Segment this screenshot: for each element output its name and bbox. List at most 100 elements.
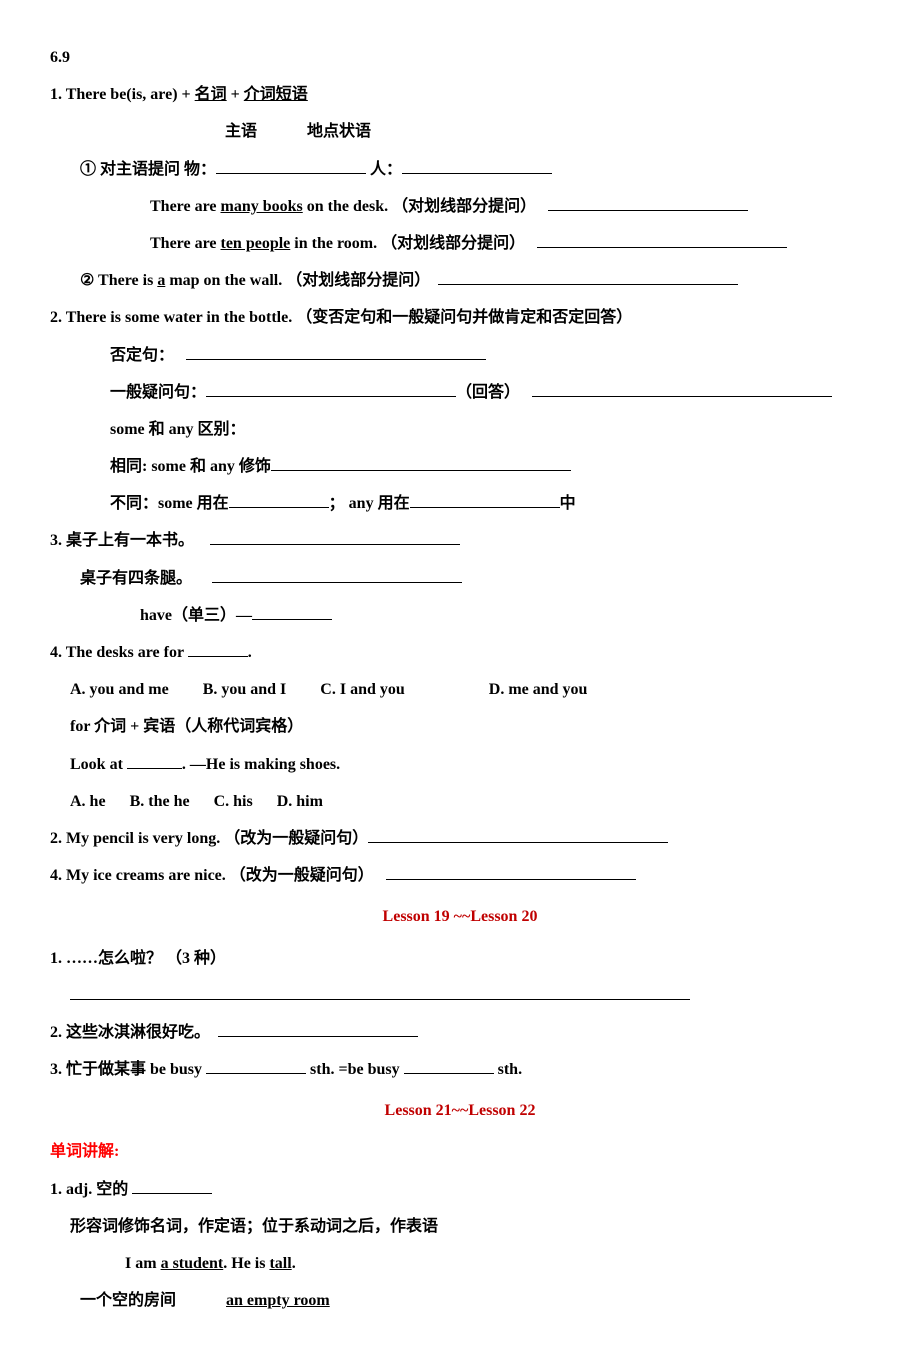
header: 6.9	[50, 40, 870, 75]
text: 一般疑问句：	[110, 384, 206, 401]
blank	[438, 269, 738, 285]
text: have（单三）—	[140, 607, 252, 624]
blank	[70, 984, 690, 1000]
blank	[229, 492, 329, 508]
text: on the desk. （对划线部分提问）	[303, 198, 536, 215]
blank	[216, 158, 366, 174]
blank	[386, 864, 636, 880]
option-c: C. his	[214, 793, 253, 810]
option-c: C. I and you	[320, 681, 404, 698]
text: ； any 用在	[329, 495, 410, 512]
blank	[402, 158, 552, 174]
option-b: B. you and I	[203, 681, 287, 698]
text: in the room. （对划线部分提问）	[290, 235, 525, 252]
text: I am	[125, 1255, 161, 1272]
option-d: D. me and you	[489, 681, 588, 698]
text: Look at	[70, 756, 127, 773]
text: +	[227, 86, 244, 103]
q3-l2: 桌子有四条腿。	[50, 561, 870, 596]
q1-ex1: There are many books on the desk. （对划线部分…	[50, 189, 870, 224]
blank	[218, 1021, 418, 1037]
option-a: A. you and me	[70, 681, 169, 698]
text: 桌子有四条腿。	[80, 570, 192, 587]
lesson-21-22-title: Lesson 21~~Lesson 22	[50, 1093, 870, 1128]
text: 地点状语	[307, 123, 371, 140]
q2-yn: 一般疑问句： （回答）	[50, 375, 870, 410]
blank	[206, 1058, 306, 1074]
vocab-note: 形容词修饰名词，作定语；位于系动词之后，作表语	[50, 1209, 870, 1244]
q2-diff: 不同：some 用在 ； any 用在 中	[50, 486, 870, 521]
text: 2. My pencil is very long. （改为一般疑问句）	[50, 830, 368, 847]
s19-q1blank	[50, 978, 870, 1013]
blank	[410, 492, 560, 508]
text: 1. adj. 空的	[50, 1181, 132, 1198]
blank	[188, 641, 248, 657]
q1-title: 1. There be(is, are) + 名词 + 介词短语	[50, 77, 870, 112]
blank	[212, 567, 462, 583]
text-u: ten people	[221, 235, 291, 252]
text: map on the wall. （对划线部分提问）	[165, 272, 430, 289]
q4-options: A. you and me B. you and I C. I and you …	[50, 672, 870, 707]
blank	[206, 381, 456, 397]
text: . —He is making shoes.	[182, 756, 340, 773]
q2-same: 相同: some 和 any 修饰	[50, 449, 870, 484]
text: 3. 忙于做某事 be busy	[50, 1061, 206, 1078]
text: . He is	[223, 1255, 269, 1272]
text-u: many books	[221, 198, 303, 215]
text: There are	[150, 235, 221, 252]
blank	[368, 827, 668, 843]
text: 中	[560, 495, 576, 512]
q1-ex2: There are ten people in the room. （对划线部分…	[50, 226, 870, 261]
text-u: an empty room	[226, 1292, 330, 1309]
q4-title: 4. The desks are for .	[50, 635, 870, 670]
blank	[210, 529, 460, 545]
text: 3. 桌子上有一本书。	[50, 532, 194, 549]
s19-q2: 2. 这些冰淇淋很好吃。	[50, 1015, 870, 1050]
blank	[186, 344, 486, 360]
vocab-ex: I am a student. He is tall.	[50, 1246, 870, 1281]
blank	[271, 455, 571, 471]
option-a: A. he	[70, 793, 106, 810]
vocab-empty: 一个空的房间an empty room	[50, 1283, 870, 1318]
blank	[537, 232, 787, 248]
s19-q1: 1. ……怎么啦？ （3 种）	[50, 941, 870, 976]
q3-l3: have（单三）—	[50, 598, 870, 633]
text: sth. =be busy	[306, 1061, 404, 1078]
text: 否定句：	[110, 347, 174, 364]
q3-l1: 3. 桌子上有一本书。	[50, 523, 870, 558]
text: 不同：some 用在	[110, 495, 229, 512]
text-u: 介词短语	[244, 86, 308, 103]
blank	[132, 1178, 212, 1194]
q1-sub: 主语 地点状语	[50, 114, 870, 149]
blank	[252, 604, 332, 620]
vocab-q1: 1. adj. 空的	[50, 1172, 870, 1207]
text: ① 对主语提问 物：	[80, 161, 216, 178]
q1-item2: ② There is a map on the wall. （对划线部分提问）	[50, 263, 870, 298]
text: （回答）	[456, 384, 520, 401]
option-d: D. him	[277, 793, 323, 810]
blank	[548, 195, 748, 211]
text-u: tall	[269, 1255, 291, 1272]
blank	[404, 1058, 494, 1074]
q4-note: for 介词 + 宾语（人称代词宾格）	[50, 709, 870, 744]
text: 主语	[225, 123, 257, 140]
text: 人：	[366, 161, 402, 178]
blank	[127, 753, 182, 769]
lesson-19-20-title: Lesson 19 ~~Lesson 20	[50, 899, 870, 934]
option-b: B. the he	[130, 793, 190, 810]
text: sth.	[494, 1061, 522, 1078]
text: There are	[150, 198, 221, 215]
s19-q3: 3. 忙于做某事 be busy sth. =be busy sth.	[50, 1052, 870, 1087]
text: 4. The desks are for	[50, 644, 188, 661]
q2b: 2. My pencil is very long. （改为一般疑问句）	[50, 821, 870, 856]
q2-title: 2. There is some water in the bottle. （变…	[50, 300, 870, 335]
q2-neg: 否定句：	[50, 338, 870, 373]
text: .	[292, 1255, 296, 1272]
text: 相同: some 和 any 修饰	[110, 458, 271, 475]
q4-options2: A. he B. the he C. his D. him	[50, 784, 870, 819]
vocab-title: 单词讲解:	[50, 1134, 870, 1169]
text: 1. There be(is, are) +	[50, 86, 195, 103]
text-u: a student	[161, 1255, 224, 1272]
text: 2. 这些冰淇淋很好吃。	[50, 1024, 210, 1041]
q4b: 4. My ice creams are nice. （改为一般疑问句）	[50, 858, 870, 893]
